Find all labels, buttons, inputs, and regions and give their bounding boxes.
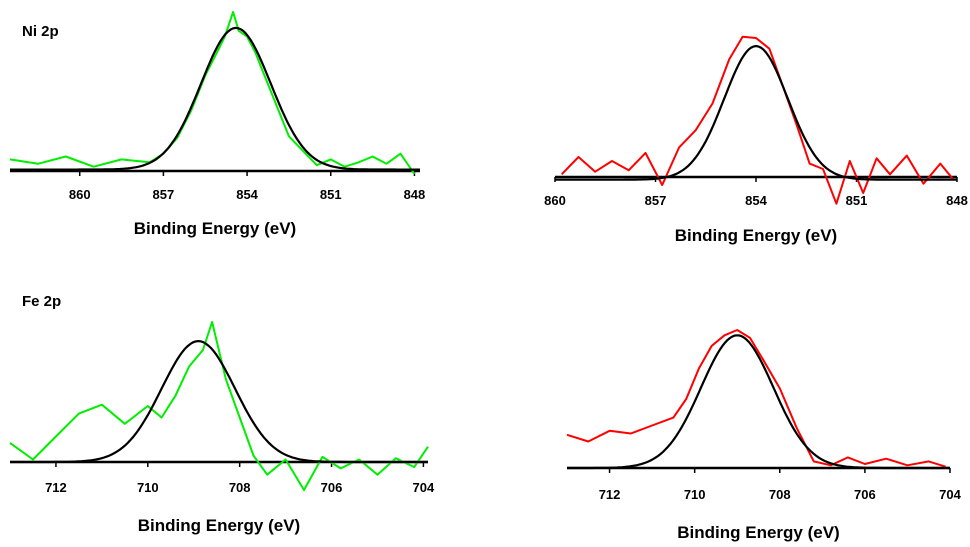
x-tick-label: 851 (320, 187, 342, 202)
fit-curve-line (10, 26, 420, 171)
x-tick-label: 708 (229, 480, 251, 495)
x-axis-title: Binding Energy (eV) (675, 226, 837, 245)
fe-2p-green-panel: 712 710 708 706 704 Binding Energy (eV) (9, 321, 435, 535)
x-axis-title: Binding Energy (eV) (138, 516, 300, 535)
fe-2p-red-panel: 712 710 708 706 704 Binding Energy (eV) (566, 329, 962, 542)
x-tick-label: 857 (153, 187, 175, 202)
raw-spectrum-line (9, 321, 429, 491)
fit-curve-line (10, 339, 428, 464)
x-tick-label: 706 (854, 487, 876, 502)
x-tick-label: 857 (645, 193, 667, 208)
x-tick-label: 708 (769, 487, 791, 502)
x-tick-label: 860 (69, 187, 91, 202)
x-tick-label: 710 (137, 480, 159, 495)
fit-curve-line (555, 44, 957, 181)
x-axis-title: Binding Energy (eV) (677, 523, 839, 542)
x-tick-label: 704 (413, 480, 435, 495)
fit-curve-line (567, 334, 950, 470)
panel-label-fe-2p: Fe 2p (22, 293, 61, 310)
x-tick-label: 854 (236, 187, 258, 202)
raw-spectrum-line (560, 35, 955, 205)
x-tick-label: 712 (599, 487, 621, 502)
x-tick-label: 704 (939, 487, 961, 502)
x-tick-label: 854 (745, 193, 767, 208)
raw-spectrum-line (566, 329, 946, 468)
raw-spectrum-line (9, 11, 416, 175)
x-tick-label: 848 (404, 187, 426, 202)
x-tick-label: 848 (946, 193, 968, 208)
x-axis-title: Binding Energy (eV) (134, 219, 296, 238)
ni-2p-green-panel: 860 857 854 851 848 Binding Energy (eV) (9, 11, 426, 238)
x-tick-label: 706 (321, 480, 343, 495)
x-tick-label: 860 (544, 193, 566, 208)
panel-label-ni-2p: Ni 2p (22, 23, 59, 40)
x-tick-label: 710 (684, 487, 706, 502)
x-tick-label: 851 (846, 193, 868, 208)
ni-2p-red-panel: 860 857 854 851 848 Binding Energy (eV) (544, 35, 968, 245)
x-tick-label: 712 (45, 480, 67, 495)
